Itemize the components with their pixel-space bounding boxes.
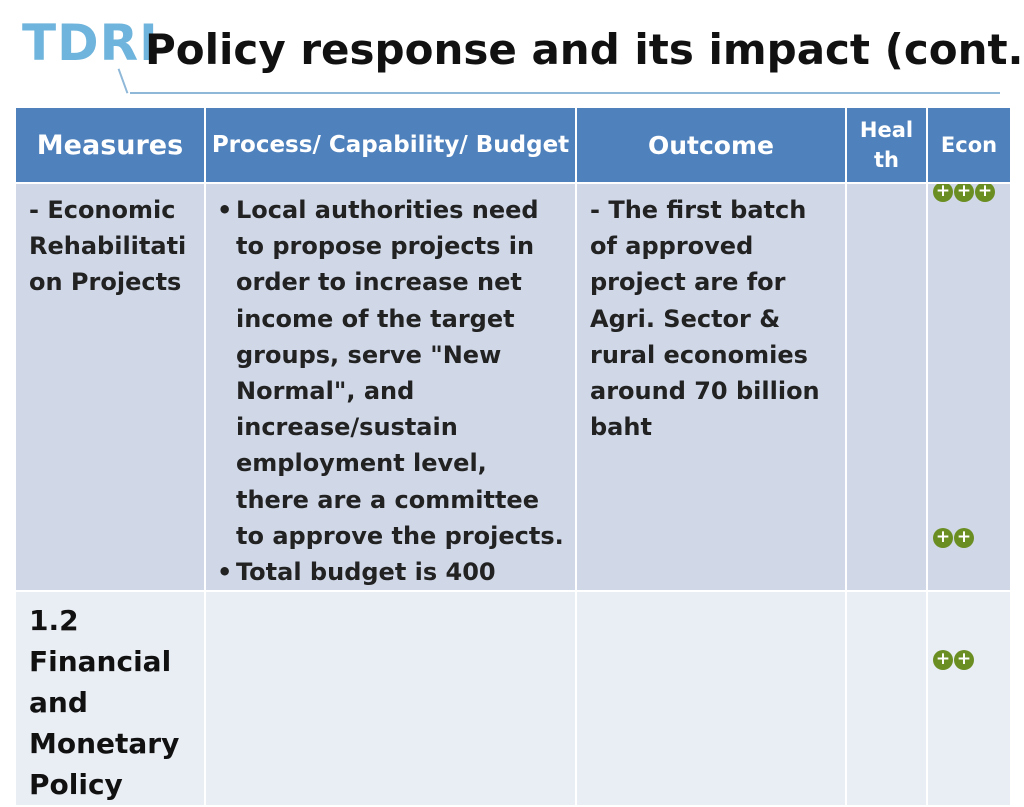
process-cell: Local authorities need to propose projec…: [204, 181, 577, 593]
health-cell: [845, 590, 928, 807]
title-underline: [130, 92, 1000, 94]
tdri-logo: TDRI: [22, 14, 159, 72]
table-row: 1.2 Financial and Monetary Policy + +: [14, 590, 1012, 807]
header-process-capability-budget: Process/ Capability/ Budget: [204, 106, 577, 184]
econ-impact-top: + + +: [933, 185, 995, 202]
measures-text: 1.2 Financial and Monetary Policy: [29, 604, 180, 802]
plus-icon: +: [954, 185, 974, 202]
slide-title: Policy response and its impact (cont.): [145, 25, 1024, 74]
process-bullet: Local authorities need to propose projec…: [217, 192, 565, 554]
plus-icon: +: [933, 528, 953, 548]
outcome-cell: [575, 590, 847, 807]
measures-text: - Economic Rehabilitati on Projects: [29, 196, 187, 297]
header-measures: Measures: [14, 106, 206, 184]
header-outcome: Outcome: [575, 106, 847, 184]
plus-icon: +: [933, 650, 953, 671]
econ-impact: + +: [933, 650, 974, 671]
econ-impact-bottom: + +: [933, 528, 974, 548]
table-header-row: Measures Process/ Capability/ Budget Out…: [14, 106, 1012, 184]
econ-cell: + + + + +: [926, 181, 1012, 593]
plus-icon: +: [975, 185, 995, 202]
process-cell: [204, 590, 577, 807]
econ-cell: + +: [926, 590, 1012, 807]
header-health: Heal th: [845, 106, 928, 184]
outcome-text: - The first batch of approved project ar…: [590, 196, 820, 442]
header-econ: Econ: [926, 106, 1012, 184]
process-bullet: Total budget is 400: [217, 554, 565, 589]
policy-table: Measures Process/ Capability/ Budget Out…: [14, 106, 1012, 807]
outcome-cell: - The first batch of approved project ar…: [575, 181, 847, 593]
measures-cell: - Economic Rehabilitati on Projects: [14, 181, 206, 593]
health-cell: [845, 181, 928, 593]
table-row: - Economic Rehabilitati on Projects Loca…: [14, 181, 1012, 593]
process-bullet-list: Local authorities need to propose projec…: [207, 185, 574, 589]
plus-icon: +: [954, 528, 974, 548]
plus-icon: +: [933, 185, 953, 202]
plus-icon: +: [954, 650, 974, 671]
measures-cell: 1.2 Financial and Monetary Policy: [14, 590, 206, 807]
